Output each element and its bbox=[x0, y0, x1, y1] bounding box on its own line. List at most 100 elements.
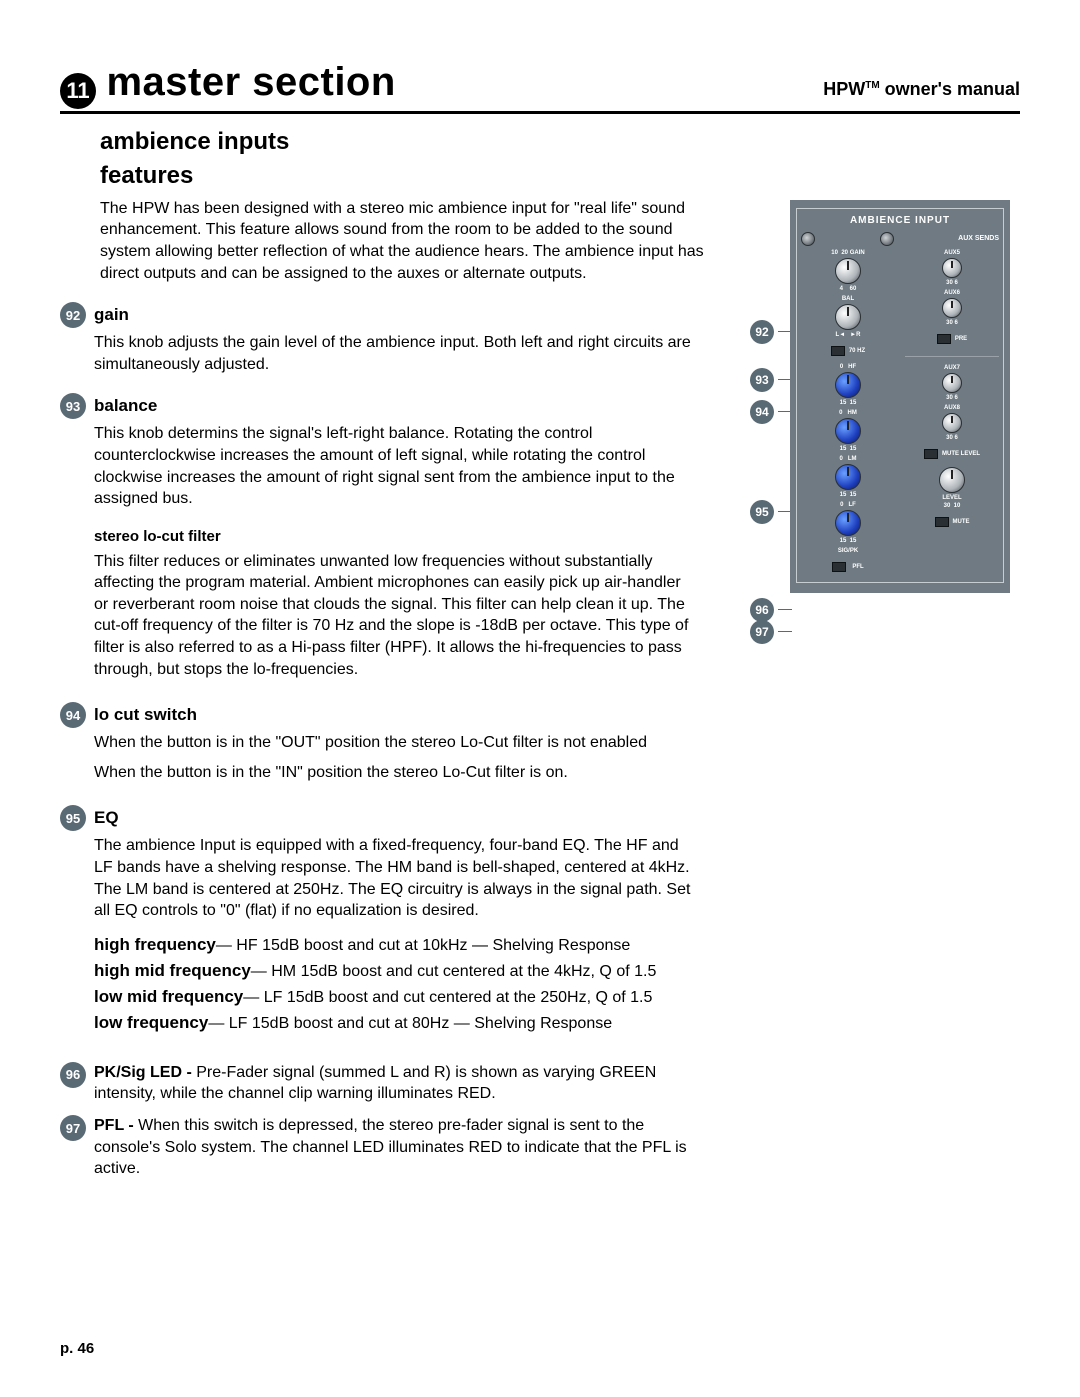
feature-body-eq: The ambience Input is equipped with a fi… bbox=[94, 835, 700, 921]
callout-94: 94 bbox=[750, 400, 792, 424]
tick-20: 20 bbox=[841, 250, 848, 256]
tick-15: 15 bbox=[850, 538, 857, 544]
manual-label: HPWTM owner's manual bbox=[823, 79, 1020, 100]
panel-inner: AMBIENCE INPUT AUX SENDS 10 20 GAIN 4 60 bbox=[796, 208, 1004, 583]
feature-title-eq: EQ bbox=[94, 808, 119, 828]
pre-row: PRE bbox=[937, 334, 967, 344]
panel-right-stack: AUX5 30 6 AUX6 30 6 PRE bbox=[905, 250, 999, 576]
callout-badge-94: 94 bbox=[750, 400, 774, 424]
ref-badge-93: 93 bbox=[60, 393, 86, 419]
hm-label: HM bbox=[848, 410, 857, 416]
aux8-group: AUX8 30 6 bbox=[942, 405, 962, 441]
eq-lm: low mid frequency— LF 15dB boost and cut… bbox=[94, 984, 700, 1010]
ref-badge-96: 96 bbox=[60, 1062, 86, 1088]
hf-label: HF bbox=[848, 364, 856, 370]
eq-lf-text: 15dB boost and cut at 80Hz — Shelving Re… bbox=[247, 1015, 612, 1032]
pk-lead: PK/Sig LED - bbox=[94, 1064, 196, 1081]
callout-93: 93 bbox=[750, 368, 792, 392]
aux8-label: AUX8 bbox=[944, 405, 960, 411]
eq-hf: high frequency— HF 15dB boost and cut at… bbox=[94, 932, 700, 958]
lf-knob-icon bbox=[835, 510, 861, 536]
hf-knob-group: 0 HF 15 15 bbox=[835, 364, 861, 406]
tick-0: 0 bbox=[840, 364, 843, 370]
trademark: TM bbox=[865, 80, 879, 91]
callout-badge-92: 92 bbox=[750, 320, 774, 344]
eq-hf-bold: high frequency bbox=[94, 935, 216, 954]
tick-30: 30 bbox=[946, 280, 953, 286]
eq-hm: high mid frequency— HM 15dB boost and cu… bbox=[94, 958, 700, 984]
eq-lf-bold: low frequency bbox=[94, 1013, 208, 1032]
text-column: The HPW has been designed with a stereo … bbox=[60, 194, 730, 1180]
lm-knob-icon bbox=[835, 464, 861, 490]
callout-badge-95: 95 bbox=[750, 500, 774, 524]
aux6-label: AUX6 bbox=[944, 290, 960, 296]
chapter-title: master section bbox=[106, 60, 395, 104]
ref-badge-97: 97 bbox=[60, 1115, 86, 1141]
content-wrap: The HPW has been designed with a stereo … bbox=[60, 194, 1020, 1180]
mute-row: MUTE bbox=[935, 517, 970, 527]
pfl-row: PFL bbox=[832, 562, 863, 572]
sigpk-label: SIG/PK bbox=[838, 548, 858, 554]
tick-4: 4 bbox=[840, 286, 843, 292]
feature-pk-sig: 96 PK/Sig LED - Pre-Fader signal (summed… bbox=[60, 1062, 700, 1105]
mute-level-label: MUTE LEVEL bbox=[942, 451, 980, 457]
chapter-block: 11 master section bbox=[60, 60, 396, 109]
level-group: LEVEL 30 10 bbox=[939, 467, 965, 509]
eq-lm-mid: — LF bbox=[243, 989, 282, 1006]
eq-hf-text: 15dB boost and cut at 10kHz — Shelving R… bbox=[258, 937, 631, 954]
subheading-locut-filter: stereo lo-cut filter bbox=[94, 528, 730, 545]
eq-hf-mid: — HF bbox=[216, 937, 258, 954]
tick-30: 30 bbox=[944, 503, 951, 509]
pfl-label: PFL bbox=[852, 564, 863, 570]
ref-badge-94: 94 bbox=[60, 702, 86, 728]
locut-p2: When the button is in the "IN" position … bbox=[94, 762, 700, 784]
tick-6: 6 bbox=[955, 280, 958, 286]
pre-label: PRE bbox=[955, 336, 967, 342]
panel-top-row: AUX SENDS bbox=[801, 232, 999, 246]
eq-hm-bold: high mid frequency bbox=[94, 961, 251, 980]
lm-knob-group: 0 LM 15 15 bbox=[835, 456, 861, 498]
tick-30: 30 bbox=[946, 435, 953, 441]
feature-gain: 92 gain This knob adjusts the gain level… bbox=[60, 302, 700, 375]
callout-badge-96: 96 bbox=[750, 598, 774, 622]
tick-6: 6 bbox=[955, 395, 958, 401]
hm-knob-group: 0 HM 15 15 bbox=[835, 410, 861, 452]
pfl-lead: PFL - bbox=[94, 1117, 138, 1134]
section-title-ambience: ambience inputs bbox=[100, 128, 1020, 156]
callout-95: 95 bbox=[750, 500, 792, 524]
tick-15: 15 bbox=[840, 446, 847, 452]
tick-30: 30 bbox=[946, 320, 953, 326]
eq-lm-text: 15dB boost and cut centered at the 250Hz… bbox=[282, 989, 652, 1006]
aux-sends-label: AUX SENDS bbox=[958, 235, 999, 242]
eq-lf: low frequency— LF 15dB boost and cut at … bbox=[94, 1010, 700, 1036]
panel-two-col: 10 20 GAIN 4 60 BAL L◄ ►R 70 HZ bbox=[801, 250, 999, 576]
page-number: p. 46 bbox=[60, 1340, 94, 1357]
aux8-knob-icon bbox=[942, 413, 962, 433]
hm-knob-icon bbox=[835, 418, 861, 444]
callout-96: 96 bbox=[750, 598, 792, 622]
lf-label: LF bbox=[849, 502, 856, 508]
panel-title: AMBIENCE INPUT bbox=[801, 215, 999, 226]
locut-row: 70 HZ bbox=[801, 346, 895, 356]
pre-button-icon bbox=[937, 334, 951, 344]
product-name: HPW bbox=[823, 79, 865, 99]
ref-badge-95: 95 bbox=[60, 805, 86, 831]
70hz-label: 70 HZ bbox=[849, 348, 865, 354]
lf-knob-group: 0 LF 15 15 bbox=[835, 502, 861, 544]
aux5-knob-icon bbox=[942, 258, 962, 278]
tick-15: 15 bbox=[840, 492, 847, 498]
feature-body-pk: PK/Sig LED - Pre-Fader signal (summed L … bbox=[94, 1062, 700, 1105]
separator bbox=[905, 356, 999, 357]
lm-label: LM bbox=[848, 456, 857, 462]
body-locut-filter: This filter reduces or eliminates unwant… bbox=[94, 551, 694, 681]
diagram-column: 92 93 94 95 96 97 AMBIENCE INPUT AUX SEN… bbox=[750, 200, 1020, 593]
callout-97: 97 bbox=[750, 620, 792, 644]
tick-15: 15 bbox=[840, 538, 847, 544]
screw-icon bbox=[880, 232, 894, 246]
r-label: R bbox=[856, 332, 860, 338]
aux5-label: AUX5 bbox=[944, 250, 960, 256]
tick-30: 30 bbox=[946, 395, 953, 401]
tick-15: 15 bbox=[850, 446, 857, 452]
owners-manual-text: owner's manual bbox=[880, 79, 1020, 99]
tick-15: 15 bbox=[840, 400, 847, 406]
